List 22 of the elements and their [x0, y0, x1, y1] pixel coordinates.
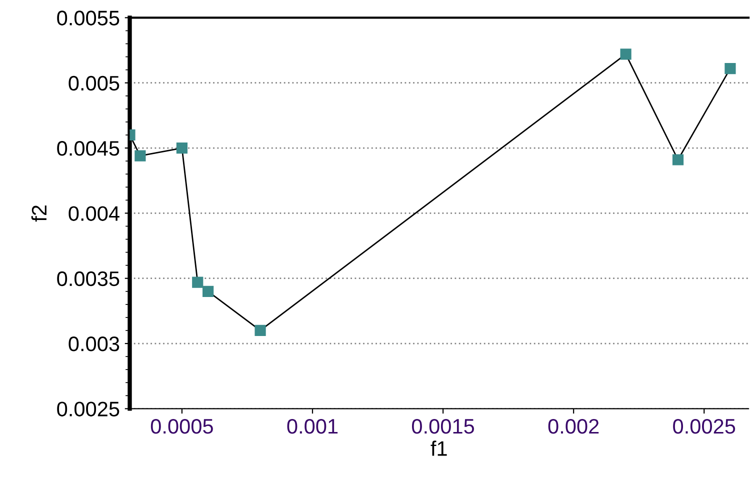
point — [672, 154, 684, 166]
y-tick-label: 0.0045 — [57, 141, 120, 156]
x-tick-label: 0.002 — [548, 418, 599, 434]
y-tick-label: 0.005 — [68, 76, 120, 91]
point — [192, 276, 204, 288]
point — [620, 48, 632, 60]
y-tick-label: 0.003 — [68, 336, 120, 352]
x-axis-title: f1 — [430, 440, 447, 456]
x-tick-label: 0.0015 — [412, 418, 474, 434]
y-tick-label: 0.004 — [68, 206, 120, 221]
point — [176, 142, 188, 154]
point — [724, 62, 736, 74]
x-tick-label: 0.001 — [287, 418, 338, 434]
y-tick-label: 0.0035 — [57, 271, 120, 286]
point — [134, 150, 146, 162]
point — [254, 324, 266, 336]
x-tick-label: 0.0025 — [673, 418, 736, 434]
point — [202, 286, 214, 297]
x-tick-label: 0.0005 — [150, 418, 213, 434]
y-axis-title: f2 — [31, 206, 46, 222]
y-tick-label: 0.0025 — [57, 402, 120, 416]
y-tick-label: 0.0055 — [57, 10, 120, 26]
